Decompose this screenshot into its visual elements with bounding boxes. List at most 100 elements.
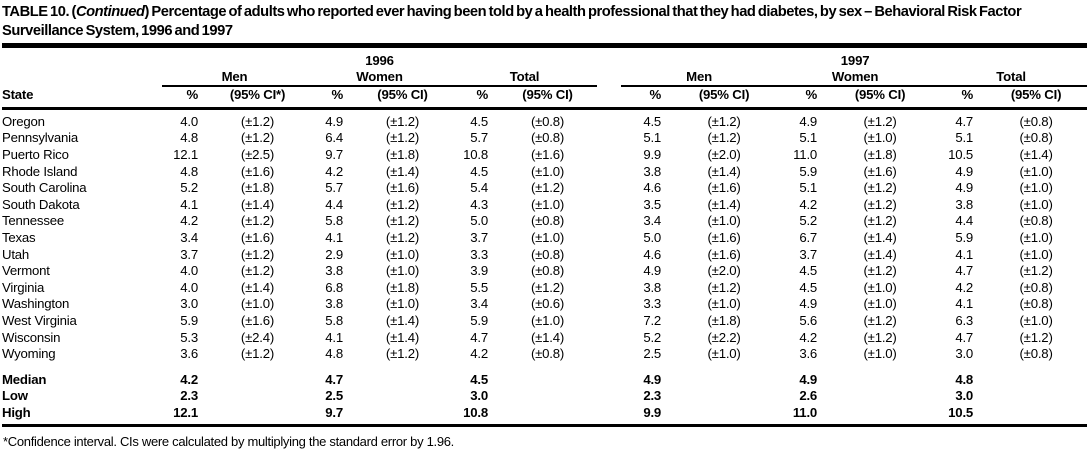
percent-cell: 5.0 [643, 229, 662, 245]
percent-cell: 5.7 [470, 130, 488, 146]
percent-cell: 5.2 [180, 180, 198, 196]
ci-cell: (±1.0) [1019, 196, 1053, 212]
percent-cell: 3.8 [325, 296, 343, 312]
state-cell: Rhode Island [2, 163, 78, 179]
state-cell: Wyoming [2, 346, 56, 362]
ci-cell: (±1.4) [240, 196, 275, 212]
percent-cell: 3.8 [955, 196, 974, 212]
state-cell: Virginia [2, 279, 45, 295]
table-row: Tennessee 4.2 (±1.2) 5.8 (±1.2) 5.0 (±0.8) 3.4 (… [2, 213, 1087, 230]
percent-cell: 4.2 [799, 196, 818, 212]
percent-cell: 10.5 [933, 404, 984, 428]
ci-cell [353, 363, 452, 389]
ci-cell: (±1.6) [530, 146, 565, 162]
ci-header: (95% CI) [498, 86, 598, 110]
year-group-gap [597, 263, 621, 280]
state-cell: Utah [2, 246, 30, 262]
ci-cell: (±2.5) [240, 146, 275, 162]
ci-cell: (±1.2) [385, 213, 420, 229]
total-1997-header: Total [933, 68, 1087, 88]
ci-cell: (±1.4) [385, 163, 420, 179]
percent-cell: 4.0 [180, 113, 198, 129]
ci-cell [498, 388, 597, 405]
year-group-gap [597, 280, 621, 297]
percent-cell: 6.7 [799, 229, 818, 245]
ci-cell: (±0.8) [1019, 296, 1053, 312]
percent-cell: 4.2 [799, 329, 818, 345]
percent-cell: 5.9 [180, 312, 198, 328]
percent-cell: 4.7 [325, 371, 343, 387]
ci-cell: (±1.0) [530, 312, 565, 328]
percent-cell: 4.8 [180, 130, 198, 146]
ci-cell: (±0.8) [530, 346, 565, 362]
percent-cell: 4.4 [325, 196, 343, 212]
percent-cell: 5.5 [470, 279, 488, 295]
ci-header: (95% CI) [827, 86, 934, 110]
percent-cell: 10.8 [452, 404, 498, 428]
total-1996-header: Total [452, 68, 598, 88]
percent-cell: 3.6 [180, 346, 198, 362]
percent-header: % [777, 86, 828, 110]
percent-cell: 6.8 [325, 279, 343, 295]
year-group-gap [597, 130, 621, 147]
ci-cell: (±1.4) [240, 279, 275, 295]
state-cell: Texas [2, 229, 36, 245]
ci-cell: (±1.6) [863, 163, 897, 179]
ci-cell [671, 388, 777, 405]
ci-cell: (±1.2) [863, 180, 897, 196]
ci-cell: (±0.8) [530, 213, 565, 229]
percent-cell: 5.2 [643, 329, 662, 345]
year-group-gap [597, 197, 621, 214]
year-header-row: 1996 1997 [2, 50, 1087, 69]
percent-cell: 9.9 [621, 404, 672, 428]
percent-cell: 12.1 [173, 146, 198, 162]
percent-cell: 4.2 [180, 213, 198, 229]
percent-cell: 4.9 [643, 263, 662, 279]
percent-cell: 4.5 [470, 113, 488, 129]
state-cell: Tennessee [2, 213, 64, 229]
percent-cell: 4.9 [955, 180, 974, 196]
percent-cell: 5.1 [955, 130, 974, 146]
table-row: South Carolina 5.2 (±1.8) 5.7 (±1.6) 5.4 (±1.2… [2, 180, 1087, 197]
ci-cell: (±1.0) [530, 163, 565, 179]
ci-cell: (±2.4) [240, 329, 275, 345]
percent-cell: 4.2 [955, 279, 974, 295]
year-group-gap [597, 108, 621, 130]
percent-cell: 4.7 [955, 263, 974, 279]
ci-cell: (±1.0) [385, 296, 420, 312]
subcolumn-header-row: State % (95% CI*) % (95% CI) % (95% CI) … [2, 86, 1087, 110]
state-cell: Oregon [2, 113, 45, 129]
ci-header: (95% CI) [671, 86, 778, 110]
year-group-gap [597, 50, 621, 69]
ci-cell [208, 388, 307, 405]
percent-cell: 4.8 [180, 163, 198, 179]
men-1997-header: Men [621, 68, 778, 88]
state-cell: Low [2, 388, 28, 404]
ci-cell: (±1.2) [530, 279, 565, 295]
state-cell: South Dakota [2, 196, 80, 212]
ci-cell: (±1.0) [863, 346, 897, 362]
state-rows-body: Oregon 4.0 (±1.2) 4.9 (±1.2) 4.5 (±0.8) 4.5 (±1.… [2, 108, 1087, 362]
ci-cell: (±1.2) [385, 113, 420, 129]
ci-cell [827, 404, 934, 428]
ci-cell: (±1.2) [240, 263, 275, 279]
percent-cell: 4.5 [470, 371, 488, 387]
percent-cell: 5.2 [799, 213, 818, 229]
year-group-gap [597, 180, 621, 197]
ci-cell: (±1.2) [863, 329, 897, 345]
ci-cell: (±1.2) [385, 346, 420, 362]
table-row: Puerto Rico 12.1 (±2.5) 9.7 (±1.8) 10.8 (±1.6)… [2, 147, 1087, 164]
year-1997-header: 1997 [840, 53, 870, 68]
percent-cell: 5.4 [470, 180, 488, 196]
ci-cell: (±0.8) [1019, 279, 1053, 295]
table-row: Wisconsin 5.3 (±2.4) 4.1 (±1.4) 4.7 (±1.4) 5.2 (… [2, 330, 1087, 347]
percent-cell: 4.3 [470, 196, 488, 212]
table-row: Oregon 4.0 (±1.2) 4.9 (±1.2) 4.5 (±0.8) 4.5 (±1.… [2, 108, 1087, 130]
ci-cell: (±1.4) [385, 329, 420, 345]
ci-cell [671, 404, 778, 428]
percent-header: % [621, 86, 672, 110]
percent-cell: 4.5 [799, 263, 818, 279]
percent-cell: 2.9 [325, 246, 343, 262]
percent-cell: 3.4 [470, 296, 488, 312]
table-title-continued: Continued [75, 4, 145, 20]
